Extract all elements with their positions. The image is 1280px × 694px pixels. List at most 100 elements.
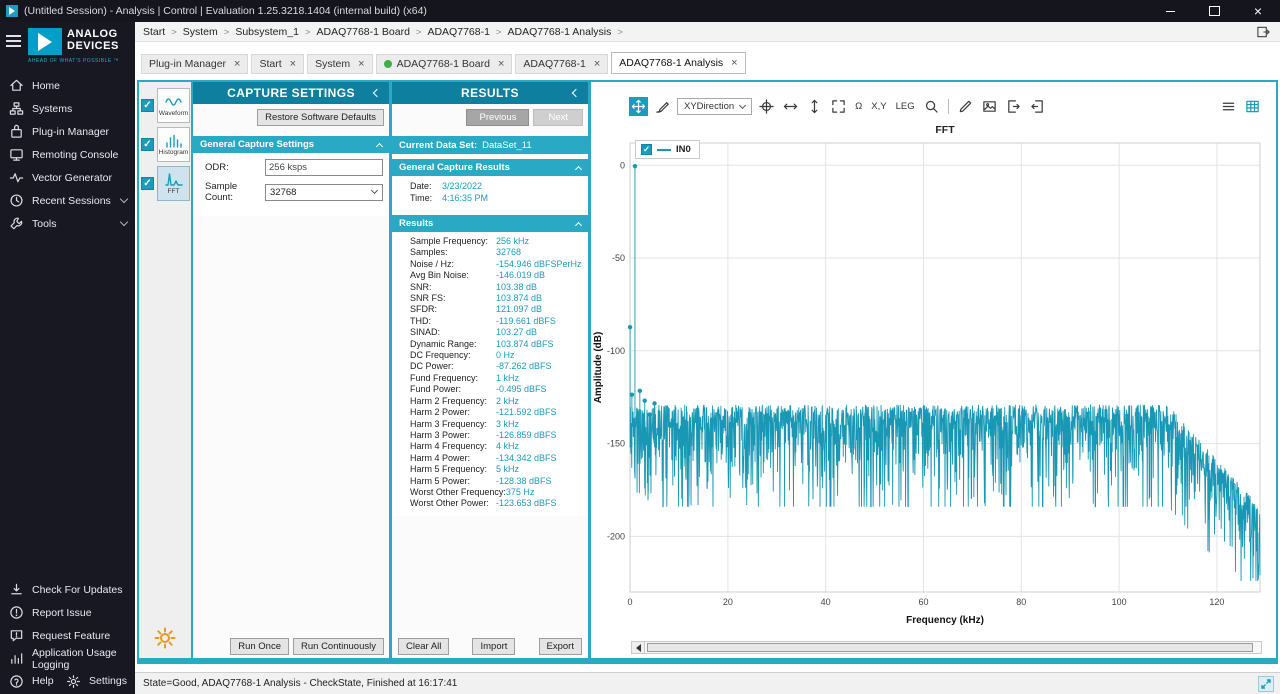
sidebar-item-settings[interactable]: Settings — [65, 670, 127, 692]
sidebar-item-systems[interactable]: Systems — [0, 97, 135, 120]
expand-icon[interactable] — [829, 97, 848, 116]
capture-settings-header[interactable]: CAPTURE SETTINGS — [193, 82, 389, 104]
result-row: Harm 4 Power:-134.342 dBFS — [392, 453, 588, 464]
sidebar-item-help[interactable]: Help — [8, 670, 54, 692]
sidebar-item-check-for-updates[interactable]: Check For Updates — [0, 578, 135, 601]
waveform-checkbox[interactable] — [141, 99, 154, 112]
breadcrumb-item[interactable]: Subsystem_1 — [235, 26, 316, 38]
breadcrumb-label: System — [183, 26, 218, 38]
result-row: Worst Other Power:-123.653 dBFS — [392, 498, 588, 509]
chart-toolbar-right — [1219, 97, 1262, 116]
resize-grip-icon[interactable] — [1258, 676, 1274, 692]
result-label: Harm 3 Frequency: — [410, 419, 496, 430]
pan-tool-icon[interactable] — [629, 97, 648, 116]
tab-label: ADAQ7768-1 — [523, 58, 585, 70]
results-header[interactable]: RESULTS — [392, 82, 588, 104]
fft-view-button[interactable]: FFT — [157, 166, 190, 201]
view-settings-gear[interactable] — [139, 626, 191, 650]
odr-input[interactable] — [265, 159, 383, 176]
horizontal-arrows-icon[interactable] — [781, 97, 800, 116]
clear-all-button[interactable]: Clear All — [398, 638, 449, 655]
scrollbar-track[interactable] — [645, 642, 1261, 653]
chart-scrollbar[interactable] — [631, 641, 1262, 654]
result-label: Fund Frequency: — [410, 373, 496, 384]
result-value: 5 kHz — [496, 464, 519, 474]
menu-icon[interactable] — [1219, 97, 1238, 116]
breadcrumb-item[interactable]: ADAQ7768-1 — [427, 26, 507, 38]
restore-defaults-button[interactable]: Restore Software Defaults — [257, 109, 384, 126]
plugin-icon — [8, 124, 24, 140]
collapse-left-icon[interactable] — [572, 89, 580, 97]
vertical-arrows-icon[interactable] — [805, 97, 824, 116]
tab-close-icon[interactable] — [290, 59, 296, 70]
scrollbar-thumb[interactable] — [647, 643, 1253, 652]
tab-close-icon[interactable] — [234, 59, 240, 70]
xy-values-icon[interactable]: X,Y — [869, 99, 888, 114]
legend-toggle-icon[interactable]: LEG — [894, 99, 917, 114]
breadcrumb-item[interactable]: Start — [143, 26, 183, 38]
tab-close-icon[interactable] — [731, 58, 737, 69]
minimize-button[interactable] — [1148, 0, 1192, 22]
histogram-checkbox[interactable] — [141, 138, 154, 151]
scroll-left-arrow-icon[interactable] — [632, 642, 645, 653]
sidebar-item-application-usage-logging[interactable]: Application Usage Logging — [0, 647, 135, 670]
import-button[interactable]: Import — [472, 638, 515, 655]
breadcrumb-item[interactable]: System — [183, 26, 236, 38]
export-button[interactable]: Export — [539, 638, 582, 655]
result-value: -123.653 dBFS — [496, 498, 557, 508]
results-section[interactable]: Results — [392, 215, 588, 232]
result-label: Samples: — [410, 247, 496, 258]
maximize-button[interactable] — [1192, 0, 1236, 22]
export-data-icon[interactable] — [1004, 97, 1023, 116]
tab-close-icon[interactable] — [358, 59, 364, 70]
brush-tool-icon[interactable] — [653, 97, 672, 116]
general-capture-results-section[interactable]: General Capture Results — [392, 159, 588, 176]
tab-close-icon[interactable] — [594, 59, 600, 70]
chevron-up-icon — [575, 221, 582, 228]
tab[interactable]: Start — [251, 54, 304, 74]
chart-legend[interactable]: IN0 — [635, 140, 700, 159]
sidebar-item-recent-sessions[interactable]: Recent Sessions — [0, 189, 135, 212]
legend-checkbox[interactable] — [641, 144, 652, 155]
fft-chart[interactable]: 0204060801001200-50-100-150-200FFTFreque… — [591, 120, 1276, 640]
hamburger-icon[interactable] — [6, 28, 24, 50]
sidebar-item-vector-generator[interactable]: Vector Generator — [0, 166, 135, 189]
svg-text:40: 40 — [821, 597, 831, 607]
previous-button[interactable]: Previous — [466, 109, 529, 126]
zoom-icon[interactable] — [922, 97, 941, 116]
general-capture-settings-section[interactable]: General Capture Settings — [193, 136, 389, 153]
tab[interactable]: Plug-in Manager — [141, 54, 248, 74]
sidebar-item-plugin-manager[interactable]: Plug-in Manager — [0, 120, 135, 143]
data-grid-icon[interactable] — [1243, 97, 1262, 116]
run-once-button[interactable]: Run Once — [230, 638, 289, 655]
tab[interactable]: System — [307, 54, 372, 74]
annotate-pencil-icon[interactable] — [956, 97, 975, 116]
breadcrumb-item[interactable]: ADAQ7768-1 Analysis — [507, 26, 628, 38]
histogram-view-button[interactable]: Histogram — [157, 127, 190, 162]
section-title: General Capture Settings — [200, 139, 314, 150]
breadcrumb-item[interactable]: ADAQ7768-1 Board — [317, 26, 428, 38]
snapshot-image-icon[interactable] — [980, 97, 999, 116]
sample-count-select[interactable]: 32768 — [265, 184, 383, 201]
tab[interactable]: ADAQ7768-1 Board — [376, 54, 513, 74]
fft-checkbox[interactable] — [141, 177, 154, 190]
crosshair-icon[interactable] — [757, 97, 776, 116]
waveform-view-button[interactable]: Waveform — [157, 88, 190, 123]
sidebar-item-tools[interactable]: Tools — [0, 212, 135, 235]
sidebar-item-report-issue[interactable]: Report Issue — [0, 601, 135, 624]
import-data-icon[interactable] — [1028, 97, 1047, 116]
sidebar-item-home[interactable]: Home — [0, 74, 135, 97]
close-button[interactable] — [1236, 0, 1280, 22]
current-dataset-value: DataSet_11 — [482, 140, 531, 151]
tab[interactable]: ADAQ7768-1 Analysis — [611, 52, 745, 74]
breadcrumb-export-icon[interactable] — [1256, 25, 1272, 39]
xy-direction-dropdown[interactable]: XYDirection — [677, 98, 752, 115]
sidebar-item-request-feature[interactable]: Request Feature — [0, 624, 135, 647]
collapse-left-icon[interactable] — [373, 89, 381, 97]
tab[interactable]: ADAQ7768-1 — [515, 54, 608, 74]
run-continuously-button[interactable]: Run Continuously — [293, 638, 384, 655]
omega-zoom-icon[interactable]: Ω — [853, 99, 864, 114]
tab-close-icon[interactable] — [498, 59, 504, 70]
sidebar-item-remoting-console[interactable]: Remoting Console — [0, 143, 135, 166]
result-label: SFDR: — [410, 304, 496, 315]
